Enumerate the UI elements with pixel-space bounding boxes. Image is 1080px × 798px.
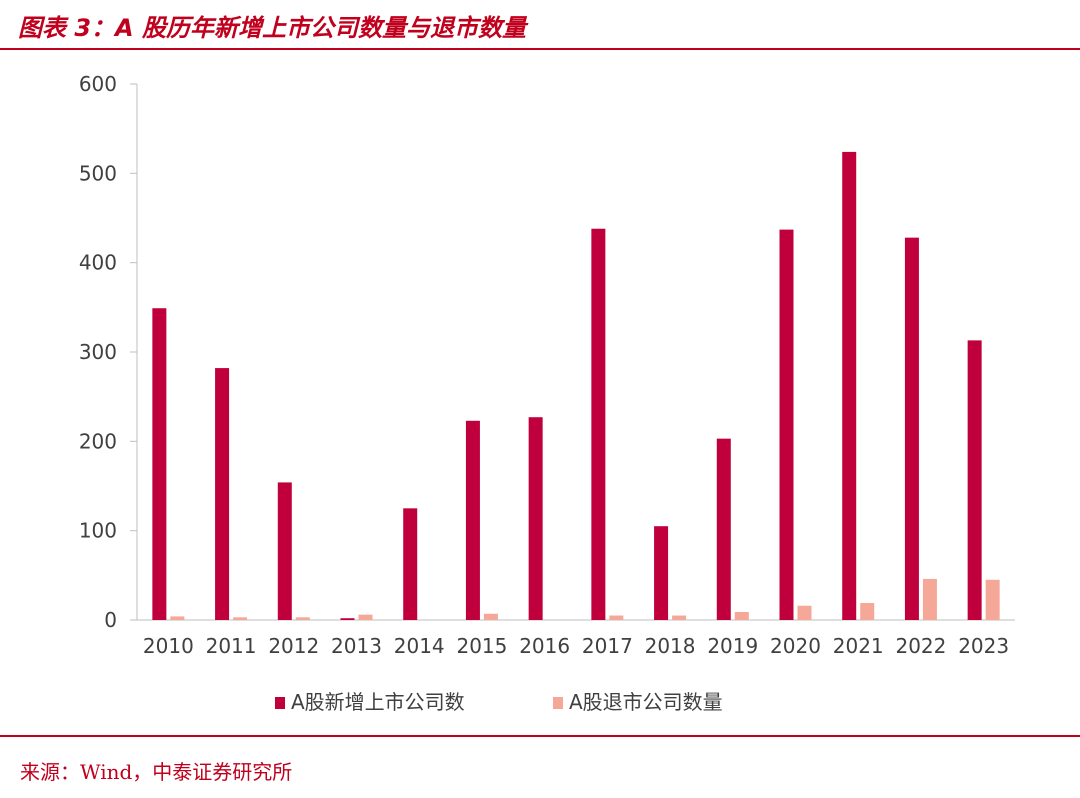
chart-title: 图表 3：A 股历年新增上市公司数量与退市数量 <box>18 14 526 42</box>
x-tick-label: 2021 <box>833 634 884 658</box>
y-tick-label: 500 <box>79 161 117 185</box>
x-tick-label: 2016 <box>519 634 570 658</box>
y-tick-label: 0 <box>104 608 117 632</box>
x-tick-label: 2019 <box>707 634 758 658</box>
bar-delistings <box>672 615 687 620</box>
source-note: 来源：Wind，中泰证券研究所 <box>20 760 293 784</box>
x-tick-label: 2012 <box>268 634 319 658</box>
footer-divider <box>0 735 1080 737</box>
x-tick-label: 2017 <box>582 634 633 658</box>
bar-new-listings <box>904 237 919 621</box>
x-tick-label: 2013 <box>331 634 382 658</box>
bar-delistings <box>985 579 1000 620</box>
y-tick-label: 200 <box>79 429 117 453</box>
bar-new-listings <box>340 618 355 620</box>
bar-delistings <box>233 617 248 620</box>
bar-new-listings <box>528 417 543 620</box>
bar-delistings <box>170 616 185 620</box>
bar-delistings <box>797 605 812 620</box>
bar-new-listings <box>277 482 292 620</box>
y-tick-label: 100 <box>79 519 117 543</box>
bars <box>152 151 1000 621</box>
bar-new-listings <box>152 308 167 620</box>
x-tick-label: 2022 <box>895 634 946 658</box>
legend-label: A股新增上市公司数 <box>291 690 465 714</box>
bar-delistings <box>860 603 875 620</box>
legend: A股新增上市公司数 A股退市公司数量 <box>275 690 723 714</box>
bar-new-listings <box>716 438 731 620</box>
x-tick-label: 2014 <box>394 634 445 658</box>
bar-new-listings <box>779 229 794 620</box>
bar-new-listings <box>215 368 230 620</box>
title-divider <box>0 48 1080 50</box>
bar-delistings <box>734 611 749 620</box>
x-tick-label: 2020 <box>770 634 821 658</box>
bar-new-listings <box>403 508 418 620</box>
x-tick-label: 2015 <box>456 634 507 658</box>
bar-chart: 0 100 200 300 400 500 600 2010 2011 2012 2013 2014… <box>79 72 1015 714</box>
bar-delistings <box>295 617 310 620</box>
bar-delistings <box>922 578 937 620</box>
x-tick-label: 2010 <box>143 634 194 658</box>
bar-new-listings <box>842 151 857 621</box>
bar-delistings <box>609 615 624 620</box>
y-tick-label: 300 <box>79 340 117 364</box>
y-tick-label: 400 <box>79 251 117 275</box>
bar-new-listings <box>465 420 480 620</box>
x-tick-label: 2018 <box>645 634 696 658</box>
legend-label: A股退市公司数量 <box>569 690 723 714</box>
bar-new-listings <box>967 340 982 620</box>
x-tick-label: 2011 <box>206 634 257 658</box>
bar-new-listings <box>654 526 669 620</box>
legend-swatch <box>553 697 563 709</box>
x-axis: 2010 2011 2012 2013 2014 2015 2016 2017 2018 2019… <box>137 619 1015 658</box>
y-tick-label: 600 <box>79 72 117 96</box>
bar-delistings <box>358 614 373 620</box>
legend-swatch <box>275 697 285 709</box>
bar-delistings <box>483 613 498 620</box>
x-tick-label: 2023 <box>958 634 1009 658</box>
bar-new-listings <box>591 228 606 620</box>
y-axis: 0 100 200 300 400 500 600 <box>79 72 138 632</box>
